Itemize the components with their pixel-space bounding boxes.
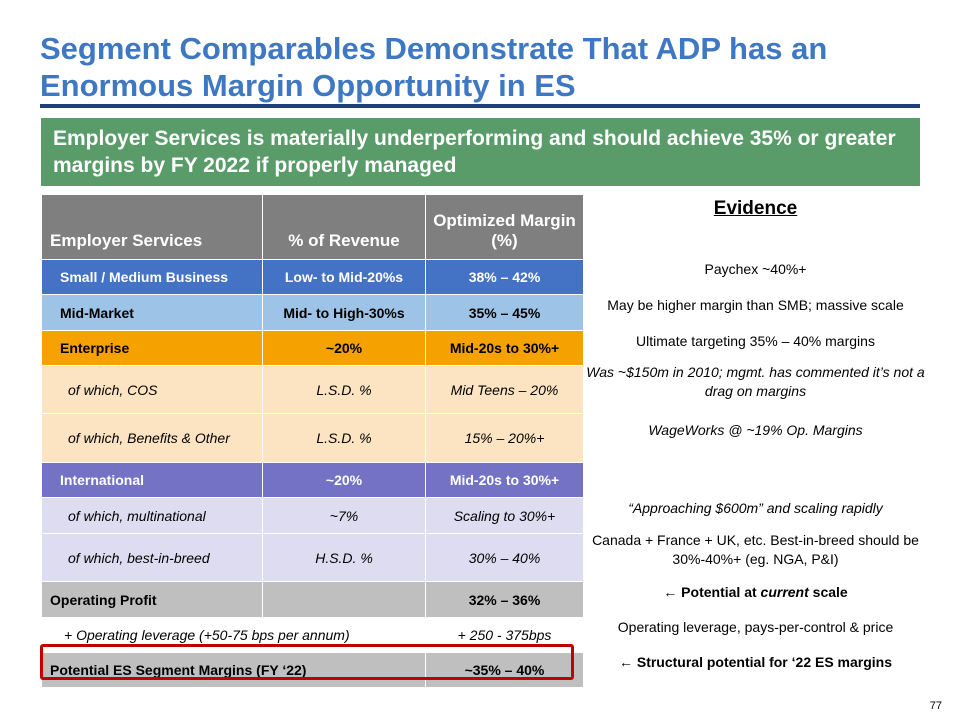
title-divider xyxy=(40,104,920,108)
emphasis-current: current xyxy=(760,583,809,600)
table-row-potential-margins: Potential ES Segment Margins (FY ‘22) ~3… xyxy=(41,652,584,688)
row-label: Enterprise xyxy=(41,330,263,366)
header-employer-services: Employer Services xyxy=(41,194,263,260)
row-label: of which, COS xyxy=(41,365,263,414)
evidence-item: May be higher margin than SMB; massive s… xyxy=(607,296,904,313)
row-revenue: ~20% xyxy=(262,330,426,366)
table-row-enterprise: Enterprise ~20% Mid-20s to 30%+ xyxy=(41,330,584,366)
header-revenue: % of Revenue xyxy=(262,194,426,260)
row-revenue: ~20% xyxy=(262,462,426,498)
row-revenue: ~7% xyxy=(262,497,426,534)
row-revenue: Low- to Mid-20%s xyxy=(262,259,426,295)
table-row-mid-market: Mid-Market Mid- to High-30%s 35% – 45% xyxy=(41,294,584,331)
row-margin: 15% – 20%+ xyxy=(425,413,584,463)
row-margin: 35% – 45% xyxy=(425,294,584,331)
table-row-multinational: of which, multinational ~7% Scaling to 3… xyxy=(41,497,584,534)
row-margin: ~35% – 40% xyxy=(425,652,584,688)
row-label: International xyxy=(41,462,263,498)
row-revenue xyxy=(262,581,426,618)
row-label: of which, best-in-breed xyxy=(41,533,263,582)
row-margin: 30% – 40% xyxy=(425,533,584,582)
page-title: Segment Comparables Demonstrate That ADP… xyxy=(40,31,828,103)
table-row-operating-leverage: + Operating leverage (+50-75 bps per ann… xyxy=(41,617,584,653)
evidence-current-scale: ← Potential at current scale xyxy=(663,583,848,600)
table-row-benefits: of which, Benefits & Other L.S.D. % 15% … xyxy=(41,413,584,463)
evidence-item: Was ~$150m in 2010; mgmt. has commented … xyxy=(586,364,925,399)
row-margin: Mid-20s to 30%+ xyxy=(425,462,584,498)
evidence-item: Paychex ~40%+ xyxy=(704,260,807,277)
row-margin: Mid-20s to 30%+ xyxy=(425,330,584,366)
evidence-header: Evidence xyxy=(713,198,798,219)
table-row-best-in-breed: of which, best-in-breed H.S.D. % 30% – 4… xyxy=(41,533,584,582)
evidence-item: “Approaching $600m” and scaling rapidly xyxy=(628,499,883,516)
row-margin: 32% – 36% xyxy=(425,581,584,618)
row-revenue: L.S.D. % xyxy=(262,413,426,463)
segment-table: Employer Services % of Revenue Optimized… xyxy=(41,194,584,688)
table-row-cos: of which, COS L.S.D. % Mid Teens – 20% xyxy=(41,365,584,414)
table-header-row: Employer Services % of Revenue Optimized… xyxy=(41,194,584,260)
evidence-item: Canada + France + UK, etc. Best-in-breed… xyxy=(592,532,919,567)
evidence-item: ← Potential at current scale xyxy=(583,574,928,610)
evidence-item: WageWorks @ ~19% Op. Margins xyxy=(648,422,863,438)
table-row-operating-profit: Operating Profit 32% – 36% xyxy=(41,581,584,618)
highlight-box xyxy=(40,644,574,680)
row-margin: Mid Teens – 20% xyxy=(425,365,584,414)
row-label: + Operating leverage (+50-75 bps per ann… xyxy=(41,617,426,653)
evidence-item: Ultimate targeting 35% – 40% margins xyxy=(636,332,875,349)
headline-banner: Employer Services is materially underper… xyxy=(41,118,920,186)
table-row-international: International ~20% Mid-20s to 30%+ xyxy=(41,462,584,498)
page-number: 77 xyxy=(929,700,942,712)
row-label: Potential ES Segment Margins (FY ‘22) xyxy=(41,652,426,688)
table-row-smb: Small / Medium Business Low- to Mid-20%s… xyxy=(41,259,584,295)
row-label: Mid-Market xyxy=(41,294,263,331)
header-margin: Optimized Margin (%) xyxy=(425,194,584,260)
row-label: of which, multinational xyxy=(41,497,263,534)
row-revenue: Mid- to High-30%s xyxy=(262,294,426,331)
row-revenue: H.S.D. % xyxy=(262,533,426,582)
row-label: Small / Medium Business xyxy=(41,259,263,295)
row-revenue: L.S.D. % xyxy=(262,365,426,414)
row-margin: 38% – 42% xyxy=(425,259,584,295)
evidence-item: Operating leverage, pays-per-control & p… xyxy=(617,619,894,635)
row-label: of which, Benefits & Other xyxy=(41,413,263,463)
evidence-item: ← Structural potential for ‘22 ES margin… xyxy=(618,654,893,670)
row-label: Operating Profit xyxy=(41,581,263,618)
row-margin: Scaling to 30%+ xyxy=(425,497,584,534)
